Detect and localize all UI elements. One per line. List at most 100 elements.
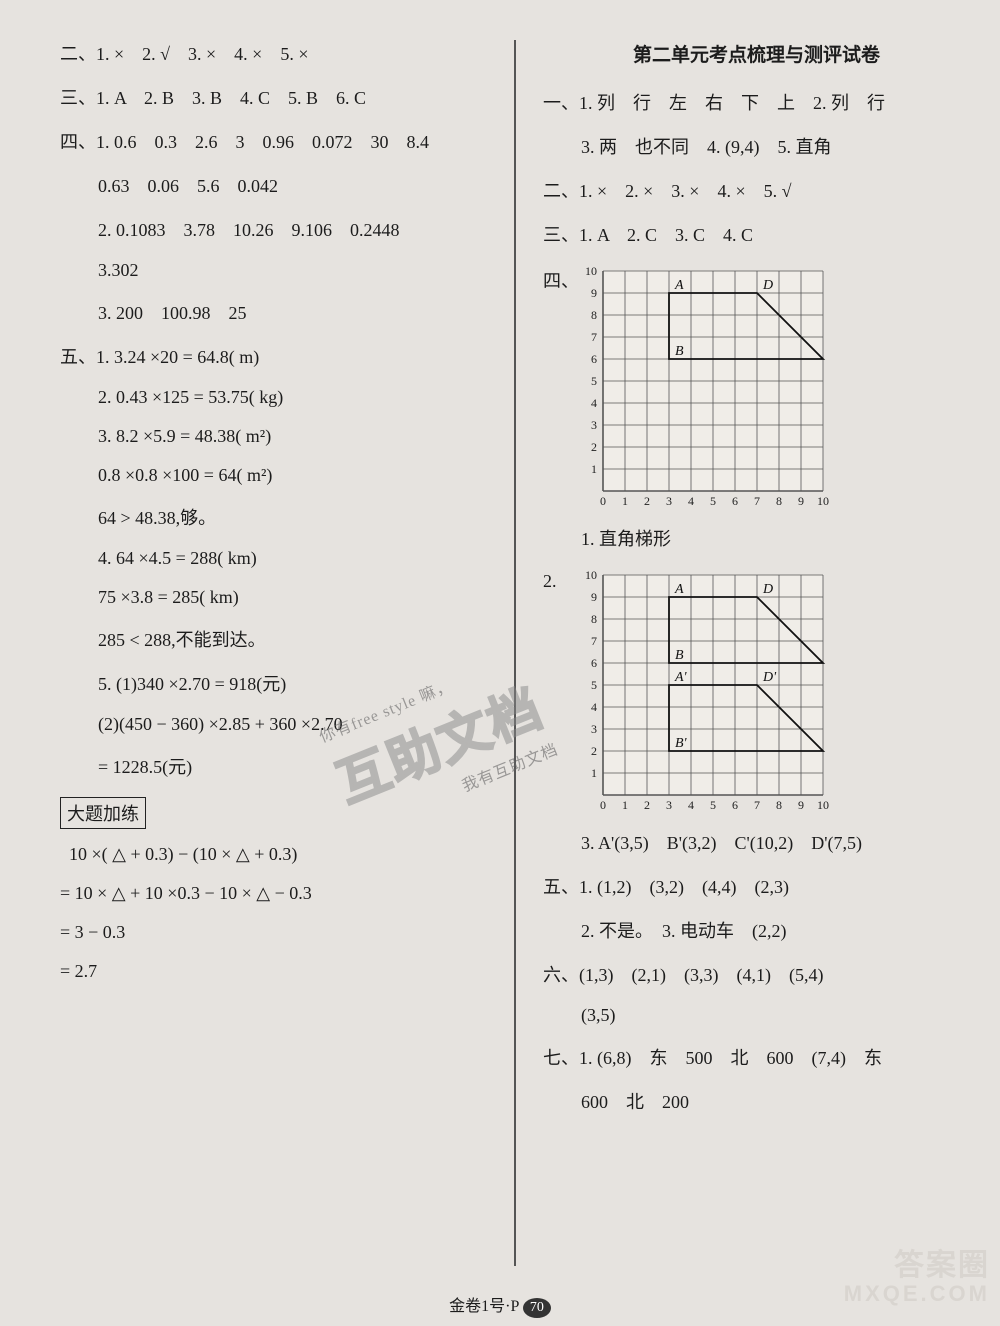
svg-text:3: 3 [591,722,597,736]
r5b: 2. 不是。 3. 电动车 (2,2) [543,917,970,943]
left-e3: = 3 − 0.3 [60,922,487,943]
left-5k: = 1228.5(元) [60,753,487,779]
svg-text:8: 8 [591,612,597,626]
r4-1: 1. 直角梯形 [543,525,970,551]
svg-text:0: 0 [600,798,606,812]
svg-text:9: 9 [798,494,804,508]
svg-text:6: 6 [591,352,597,366]
svg-text:10: 10 [585,569,597,582]
left-e2: = 10 × △ + 10 ×0.3 − 10 × △ − 0.3 [60,883,487,904]
left-5b: 2. 0.43 ×125 = 53.75( kg) [60,387,487,408]
svg-text:2: 2 [591,440,597,454]
page: 二、1. × 2. √ 3. × 4. × 5. × 三、1. A 2. B 3… [0,0,1000,1326]
column-divider [514,40,516,1266]
left-4d: 3.302 [60,260,487,281]
svg-text:10: 10 [817,494,829,508]
left-5d: 0.8 ×0.8 ×100 = 64( m²) [60,465,487,486]
left-5j: (2)(450 − 360) ×2.85 + 360 ×2.70 [60,714,487,735]
r7b: 600 北 200 [543,1088,970,1114]
svg-text:2: 2 [644,798,650,812]
svg-text:5: 5 [591,374,597,388]
svg-text:1: 1 [622,494,628,508]
coordinate-grid-1: 01122334455667788991010ABCD [583,265,829,509]
svg-text:6: 6 [732,494,738,508]
left-e4: = 2.7 [60,961,487,982]
r6a: 六、(1,3) (2,1) (3,3) (4,1) (5,4) [543,961,970,987]
svg-text:7: 7 [591,330,597,344]
svg-text:5: 5 [710,494,716,508]
svg-text:A: A [674,278,684,293]
svg-text:3: 3 [666,798,672,812]
svg-text:4: 4 [688,494,694,508]
svg-text:B': B' [675,736,688,751]
svg-text:1: 1 [591,462,597,476]
svg-text:A': A' [674,670,688,685]
left-4a: 四、1. 0.6 0.3 2.6 3 0.96 0.072 30 8.4 [60,128,487,154]
page-footer: 金卷1号·P 70 [0,1292,1000,1318]
svg-text:5: 5 [710,798,716,812]
svg-text:8: 8 [776,798,782,812]
svg-text:1: 1 [622,798,628,812]
coordinate-grid-2: 01122334455667788991010ABCDA'B'C'D' [583,569,829,813]
left-3: 三、1. A 2. B 3. B 4. C 5. B 6. C [60,84,487,110]
svg-text:9: 9 [591,590,597,604]
svg-text:9: 9 [798,798,804,812]
left-e1: 10 ×( △ + 0.3) − (10 × △ + 0.3) [60,844,487,865]
svg-text:8: 8 [591,308,597,322]
svg-text:D': D' [762,670,777,685]
unit2-title: 第二单元考点梳理与测评试卷 [543,40,970,67]
r2: 二、1. × 2. × 3. × 4. × 5. √ [543,177,970,203]
svg-text:4: 4 [591,700,597,714]
svg-text:7: 7 [591,634,597,648]
svg-text:3: 3 [666,494,672,508]
svg-text:B: B [675,344,684,359]
svg-text:4: 4 [591,396,597,410]
grid1-label: 四、 [543,265,583,293]
svg-text:10: 10 [585,265,597,278]
right-column: 第二单元考点梳理与测评试卷 一、1. 列 行 左 右 下 上 2. 列 行 3.… [518,40,970,1266]
svg-text:6: 6 [732,798,738,812]
left-5a: 五、1. 3.24 ×20 = 64.8( m) [60,343,487,369]
svg-text:3: 3 [591,418,597,432]
left-5f: 4. 64 ×4.5 = 288( km) [60,548,487,569]
left-5c: 3. 8.2 ×5.9 = 48.38( m²) [60,426,487,447]
left-2: 二、1. × 2. √ 3. × 4. × 5. × [60,40,487,66]
left-4c: 2. 0.1083 3.78 10.26 9.106 0.2448 [60,216,487,242]
svg-text:7: 7 [754,798,760,812]
r1a: 一、1. 列 行 左 右 下 上 2. 列 行 [543,89,970,115]
left-4e: 3. 200 100.98 25 [60,299,487,325]
svg-text:0: 0 [600,494,606,508]
svg-text:7: 7 [754,494,760,508]
r7a: 七、1. (6,8) 东 500 北 600 (7,4) 东 [543,1044,970,1070]
svg-text:9: 9 [591,286,597,300]
svg-text:A: A [674,582,684,597]
left-5g: 75 ×3.8 = 285( km) [60,587,487,608]
grid1-wrap: 四、 01122334455667788991010ABCD [543,265,970,509]
r5a: 五、1. (1,2) (3,2) (4,4) (2,3) [543,873,970,899]
r6b: (3,5) [543,1005,970,1026]
svg-text:D: D [762,278,773,293]
left-column: 二、1. × 2. √ 3. × 4. × 5. × 三、1. A 2. B 3… [60,40,512,1266]
svg-text:10: 10 [817,798,829,812]
left-4b: 0.63 0.06 5.6 0.042 [60,172,487,198]
svg-text:4: 4 [688,798,694,812]
svg-text:2: 2 [644,494,650,508]
r4-3: 3. A'(3,5) B'(3,2) C'(10,2) D'(7,5) [543,829,970,855]
r1b: 3. 两 也不同 4. (9,4) 5. 直角 [543,133,970,159]
svg-text:8: 8 [776,494,782,508]
footer-text: 金卷1号·P [449,1298,519,1315]
r3: 三、1. A 2. C 3. C 4. C [543,221,970,247]
svg-text:D: D [762,582,773,597]
page-number: 70 [523,1298,551,1318]
svg-text:5: 5 [591,678,597,692]
svg-text:6: 6 [591,656,597,670]
grid2-wrap: 2. 01122334455667788991010ABCDA'B'C'D' [543,569,970,813]
svg-text:B: B [675,648,684,663]
left-5h: 285 < 288,不能到达。 [60,626,487,652]
svg-text:1: 1 [591,766,597,780]
left-5e: 64 > 48.38,够。 [60,504,487,530]
svg-text:2: 2 [591,744,597,758]
extra-title: 大题加练 [60,797,146,829]
grid2-label: 2. [543,569,583,592]
left-5i: 5. (1)340 ×2.70 = 918(元) [60,670,487,696]
